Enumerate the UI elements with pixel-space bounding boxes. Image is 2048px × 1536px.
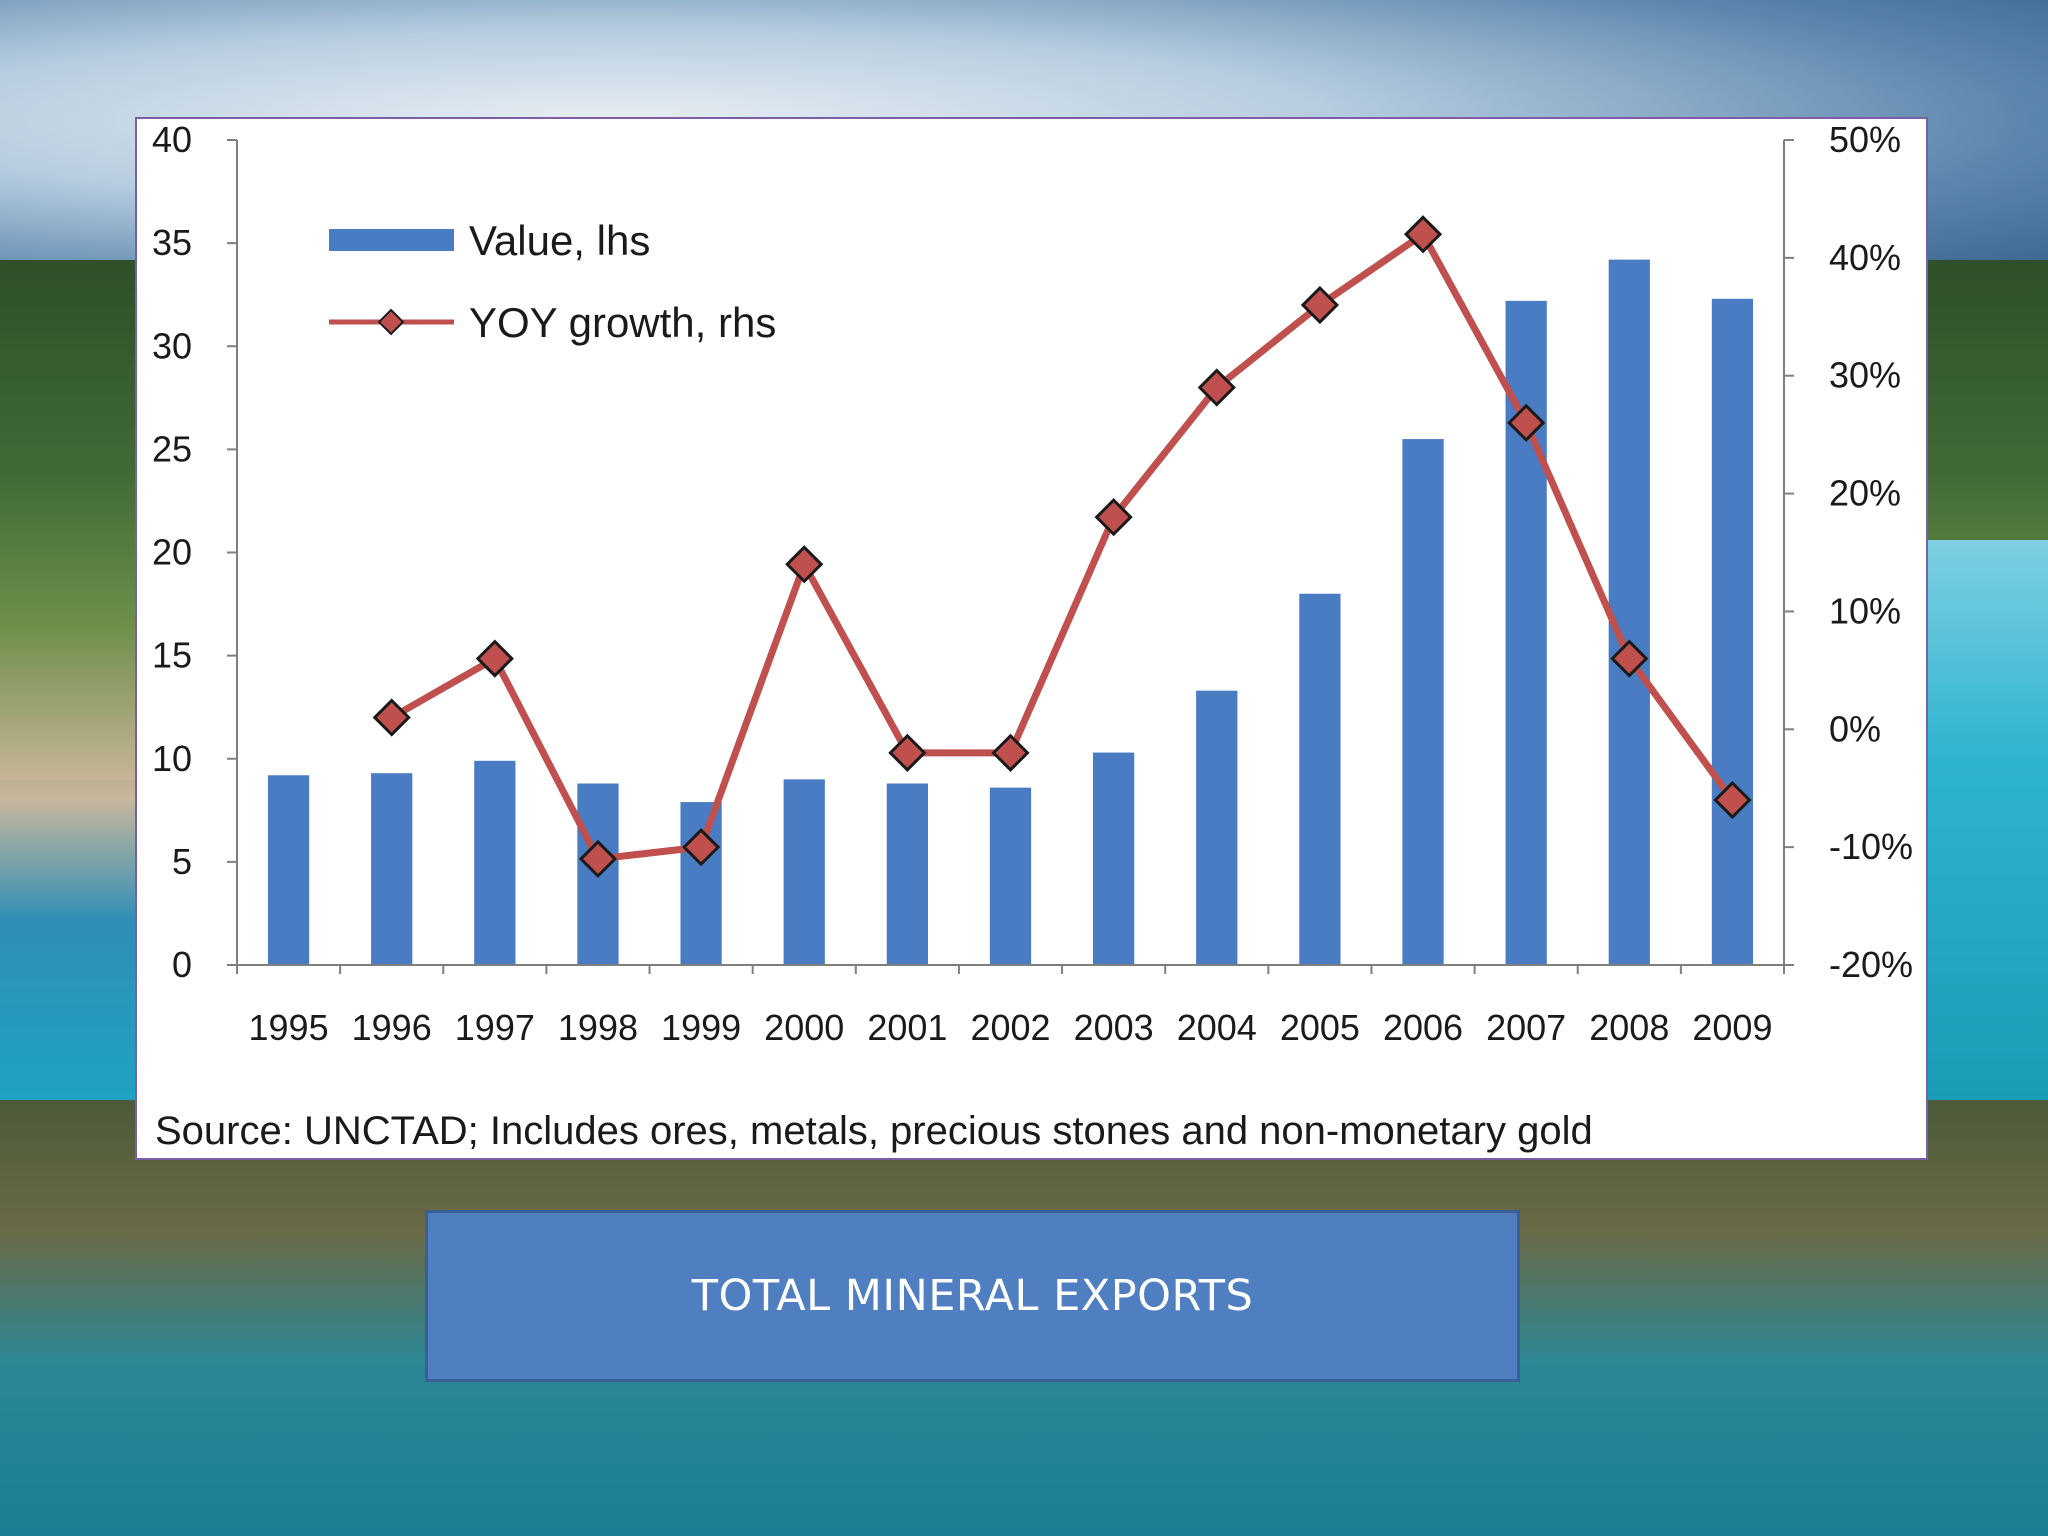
x-tick-label-2001: 2001 [867, 1007, 947, 1048]
left-tick-label: 15 [152, 635, 192, 676]
right-tick-label: 20% [1829, 473, 1901, 514]
yoy-growth-line [389, 230, 1736, 863]
legend-label-yoy: YOY growth, rhs [469, 299, 776, 346]
bar-2006 [1402, 439, 1444, 965]
x-tick-label-1999: 1999 [661, 1007, 741, 1048]
yoy-marker-1998 [578, 839, 618, 879]
bar-2005 [1299, 593, 1341, 965]
legend-marker-swatch [377, 308, 405, 336]
chart-panel: 0 5 10 15 20 25 30 35 40 -20% -10% 0% 10% 20% 30% 40% 50… [135, 117, 1928, 1160]
right-tick-label: 10% [1829, 590, 1901, 631]
left-tick-label: 30 [152, 325, 192, 366]
x-tick-label-2006: 2006 [1383, 1007, 1463, 1048]
x-tick-label-1996: 1996 [352, 1007, 432, 1048]
bar-2009 [1711, 298, 1754, 965]
x-tick-label-1997: 1997 [455, 1007, 535, 1048]
x-tick-label-2008: 2008 [1589, 1007, 1669, 1048]
left-tick-label: 10 [152, 738, 192, 779]
x-tick-label-1998: 1998 [558, 1007, 638, 1048]
yoy-marker-2006 [1403, 215, 1443, 254]
yoy-marker-1997 [475, 639, 514, 678]
yoy-marker-2009 [1713, 780, 1752, 820]
right-tick-label: 0% [1829, 708, 1881, 749]
legend-bar-swatch [329, 229, 454, 251]
caption-box: TOTAL MINERAL EXPORTS [425, 1210, 1520, 1382]
x-tick-label-2002: 2002 [970, 1007, 1050, 1048]
bar-2008 [1608, 259, 1650, 965]
left-tick-label: 20 [152, 532, 192, 573]
x-tick-label-2007: 2007 [1486, 1007, 1566, 1048]
bar-1995 [267, 775, 310, 965]
yoy-marker-2003 [1094, 498, 1133, 537]
left-tick-label: 5 [172, 841, 192, 882]
yoy-marker-2008 [1610, 639, 1649, 678]
bar-1996 [371, 773, 413, 965]
caption-title: TOTAL MINERAL EXPORTS [691, 1271, 1254, 1321]
yoy-marker-2002 [991, 733, 1030, 772]
yoy-marker-2007 [1507, 403, 1546, 442]
left-tick-label: 35 [152, 222, 192, 263]
yoy-marker-1996 [372, 698, 411, 737]
bar-2002 [989, 787, 1032, 965]
left-tick-label: 0 [172, 944, 192, 985]
bar-2003 [1093, 752, 1135, 965]
bar-1999 [680, 802, 722, 965]
mineral-exports-chart: 0 5 10 15 20 25 30 35 40 -20% -10% 0% 10% 20% 30% 40% 50… [152, 119, 1913, 1048]
left-tick-label: 25 [152, 428, 192, 469]
left-tick-label: 40 [152, 119, 192, 160]
right-tick-label: 30% [1829, 355, 1901, 396]
right-tick-label: 50% [1829, 119, 1901, 160]
x-tick-label-2000: 2000 [764, 1007, 844, 1048]
source-note: Source: UNCTAD; Includes ores, metals, p… [155, 1109, 1593, 1153]
yoy-marker-2005 [1300, 285, 1340, 325]
bar-2001 [886, 783, 928, 965]
x-tick-label-2005: 2005 [1280, 1007, 1360, 1048]
x-tick-label-2003: 2003 [1074, 1007, 1154, 1048]
x-tick-label-2004: 2004 [1177, 1007, 1257, 1048]
right-tick-label: -10% [1829, 826, 1913, 867]
yoy-marker-2001 [888, 733, 927, 772]
yoy-marker-2000 [785, 545, 824, 584]
bar-1997 [474, 760, 516, 965]
yoy-marker-2004 [1197, 368, 1236, 407]
bar-2004 [1196, 690, 1238, 965]
yoy-marker-1999 [681, 828, 721, 867]
bar-2000 [783, 779, 825, 965]
right-tick-label: -20% [1829, 944, 1913, 985]
legend-label-value: Value, lhs [469, 217, 650, 264]
x-tick-label-2009: 2009 [1692, 1007, 1772, 1048]
x-tick-label-1995: 1995 [249, 1007, 329, 1048]
right-tick-label: 40% [1829, 237, 1901, 278]
